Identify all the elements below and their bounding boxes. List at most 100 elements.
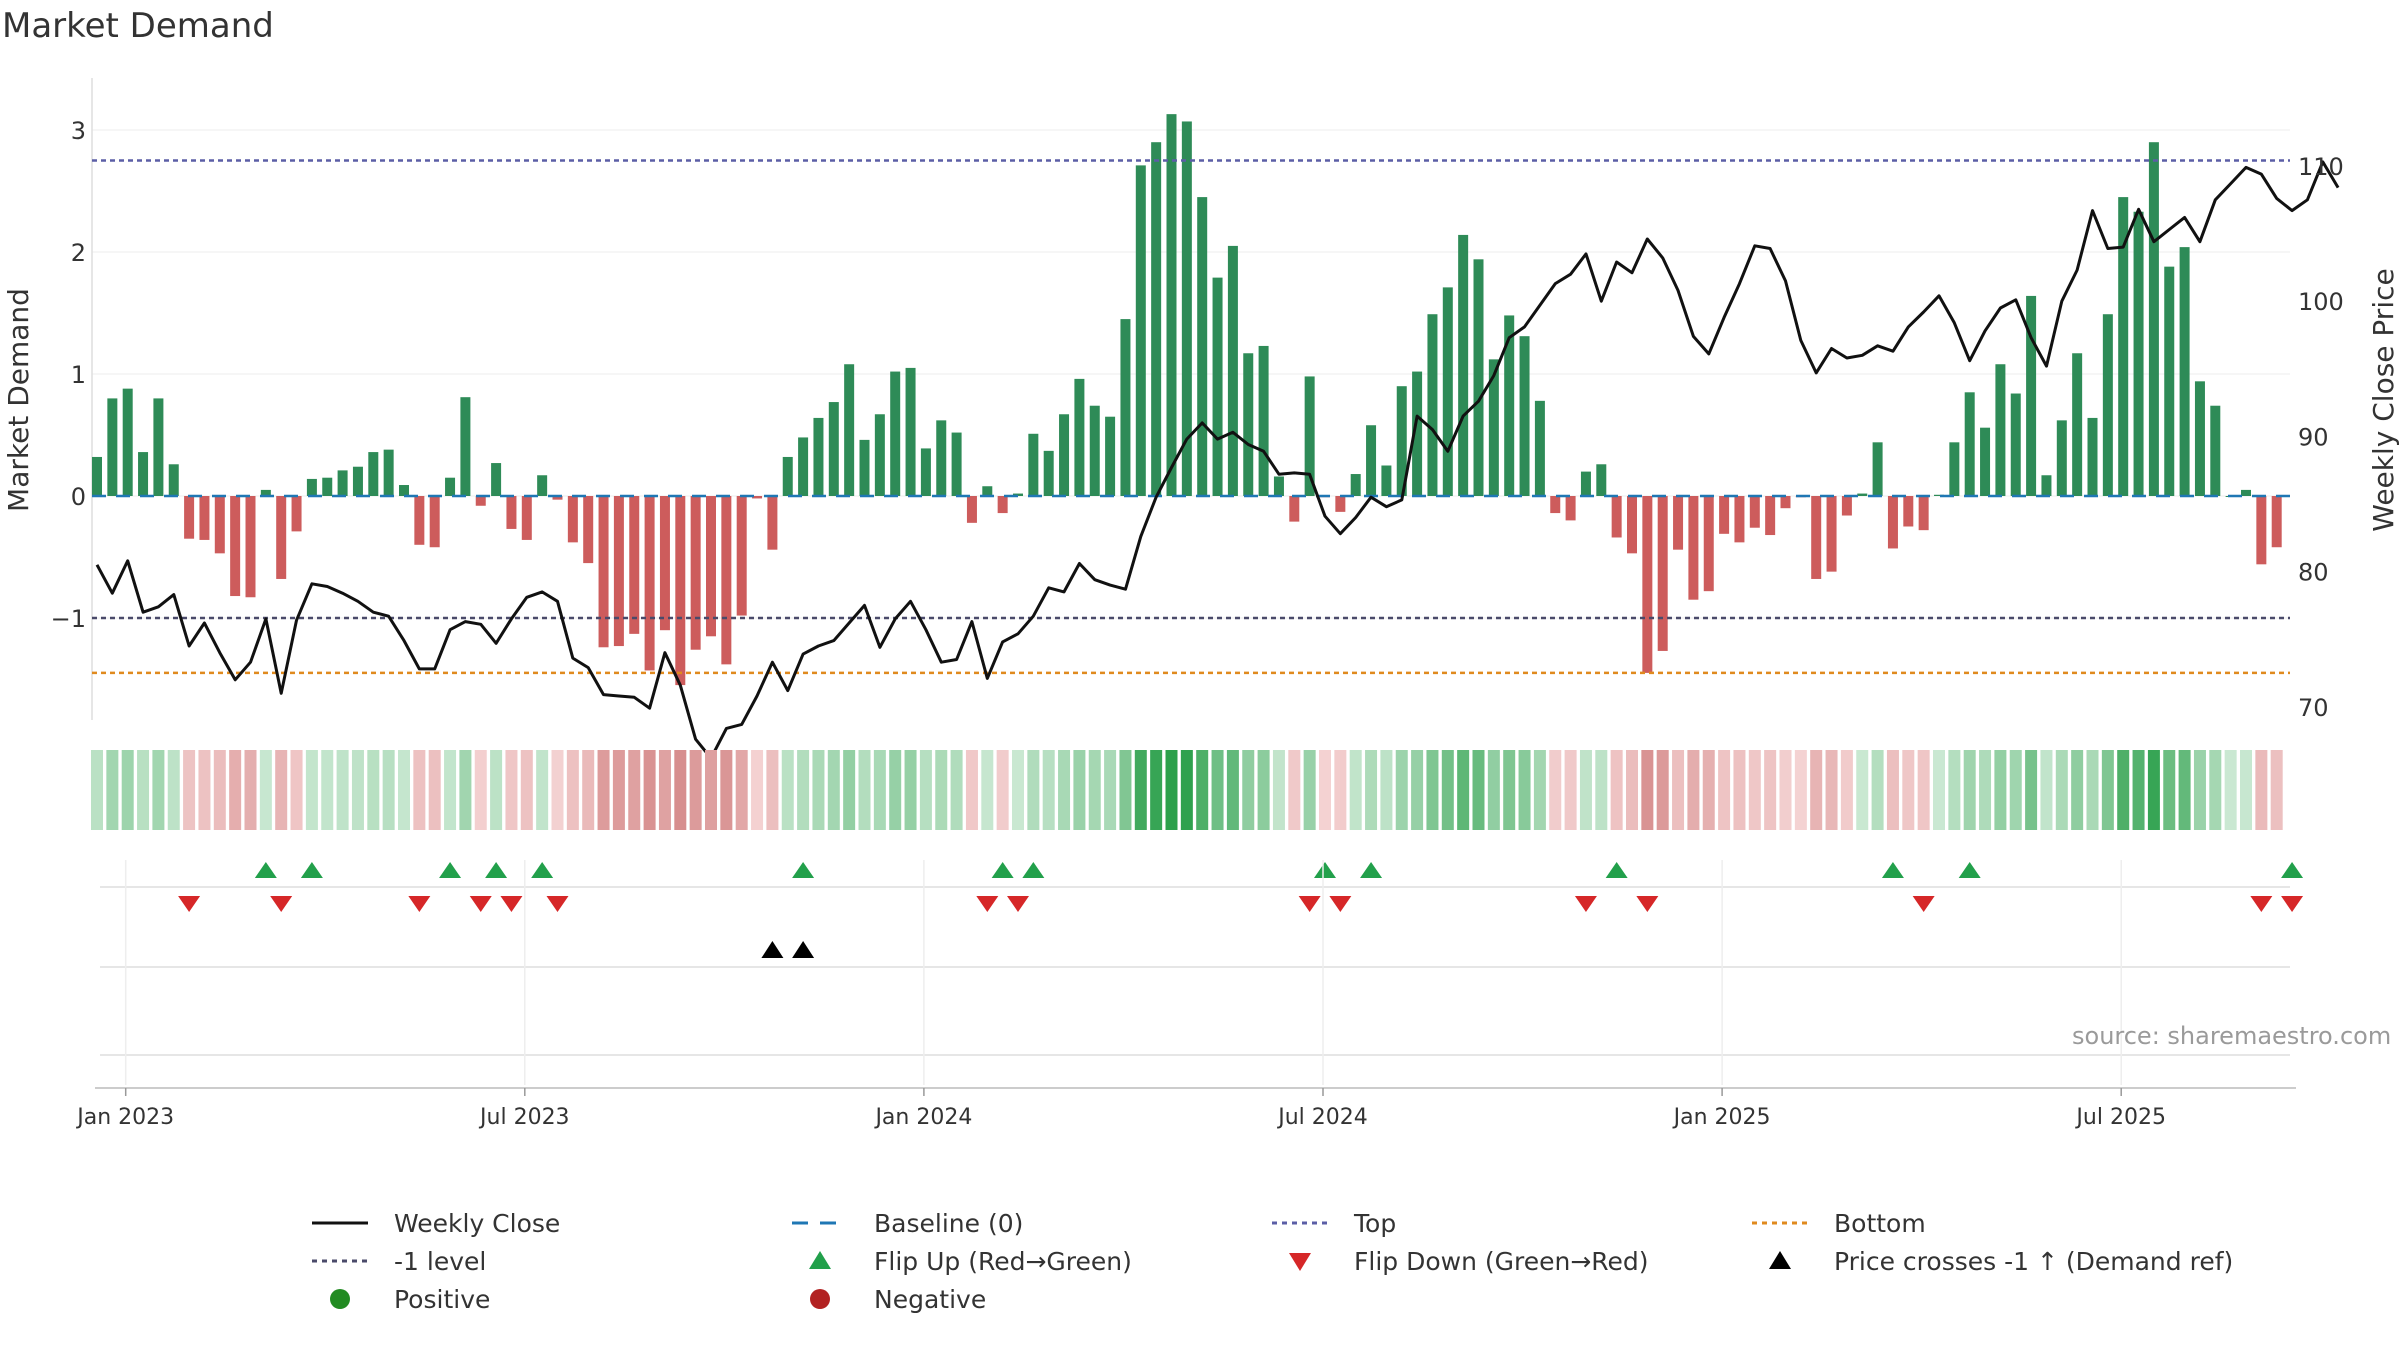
demand-bar [1734, 496, 1745, 543]
demand-bar [2026, 295, 2037, 496]
demand-bar [306, 478, 317, 496]
heat-strip-cell [628, 750, 641, 830]
heat-strip-cell [244, 750, 257, 830]
demand-bar [122, 388, 133, 496]
heat-strip-cell [1349, 750, 1362, 830]
heat-strip-cell [1365, 750, 1378, 830]
triangle-up-icon [1769, 1251, 1791, 1269]
demand-bar [445, 477, 456, 496]
heat-strip-cell [904, 750, 917, 830]
demand-bar [2194, 381, 2205, 496]
demand-bar [1565, 496, 1576, 521]
y2-tick-label: 90 [2298, 423, 2329, 451]
heat-strip-cell [2209, 750, 2222, 830]
demand-bar [798, 437, 809, 496]
heat-strip-cell [520, 750, 533, 830]
demand-bar [399, 485, 409, 496]
legend-baseline: Baseline (0) [790, 1205, 1023, 1241]
demand-bar [920, 448, 931, 496]
heat-strip-cell [1917, 750, 1930, 830]
flip-down-marker [546, 896, 569, 912]
demand-bar [1580, 471, 1591, 496]
heat-strip-cell [1779, 750, 1792, 830]
heat-strip-cell [1288, 750, 1301, 830]
demand-bar [828, 402, 839, 496]
weekly-close-line [95, 160, 2340, 760]
flip-down-marker [408, 896, 431, 912]
demand-bar [1887, 496, 1898, 549]
heat-strip-cell [229, 750, 242, 830]
demand-bar [690, 496, 701, 650]
heat-strip-cell [305, 750, 318, 830]
heat-strip-cell [1426, 750, 1439, 830]
demand-bar [322, 477, 333, 496]
legend-label: Price crosses -1 ↑ (Demand ref) [1834, 1246, 2234, 1276]
demand-bar [752, 496, 763, 499]
heat-strip-cell [137, 750, 150, 830]
flip-up-marker [1022, 862, 1045, 878]
y-tick-label: 0 [71, 483, 86, 511]
heat-strip-cell [965, 750, 978, 830]
demand-bar [1074, 378, 1085, 496]
flip-down-marker [1912, 896, 1935, 912]
demand-bar [2118, 197, 2129, 496]
heat-strip-cell [1180, 750, 1193, 830]
demand-bar [1120, 319, 1131, 496]
x-tick-label: Jul 2024 [1276, 1105, 1368, 1130]
demand-bar [1442, 287, 1453, 496]
heat-strip-cell [152, 750, 165, 830]
heat-strip-cell [1027, 750, 1040, 830]
heat-strip-cell [2009, 750, 2022, 830]
heat-strip-cell [566, 750, 579, 830]
heat-strip-cell [1733, 750, 1746, 830]
heat-strip-cell [1487, 750, 1500, 830]
heat-strip-cell [643, 750, 656, 830]
heat-strip-cell [1012, 750, 1024, 830]
heat-strip-cell [1503, 750, 1516, 830]
demand-bar [1197, 197, 1208, 496]
demand-bar [997, 496, 1008, 514]
heat-strip-cell [474, 750, 487, 830]
heat-strip-cell [1549, 750, 1562, 830]
demand-bar [2148, 142, 2159, 496]
demand-bar [629, 496, 640, 634]
demand-bar [1105, 416, 1116, 496]
demand-bar [1304, 376, 1315, 496]
heat-strip-cell [213, 750, 226, 830]
demand-bar [475, 496, 486, 506]
heat-strip-cell [658, 750, 671, 830]
demand-bar [1412, 371, 1423, 496]
heat-strip-cell [505, 750, 518, 830]
heat-strip-cell [2224, 750, 2237, 830]
heat-strip-cell [536, 750, 549, 830]
heat-strip-cell [1165, 750, 1178, 830]
demand-bar [613, 496, 624, 647]
legend-label: Positive [394, 1284, 491, 1314]
heat-strip-cell [1042, 750, 1055, 830]
heat-strip-cell [367, 750, 380, 830]
price-cross-marker [761, 941, 784, 958]
x-tick-label: Jan 2025 [1672, 1105, 1771, 1130]
demand-bar [1811, 496, 1822, 579]
demand-bar [1949, 442, 1960, 496]
demand-bar [982, 486, 993, 496]
flip-up-marker [1881, 862, 1904, 878]
flip-down-marker [2281, 896, 2304, 912]
demand-bar [1657, 496, 1668, 651]
demand-bar [905, 367, 916, 496]
heat-strip-cell [1564, 750, 1577, 830]
demand-bar [2210, 405, 2221, 496]
legend-flip-up: Flip Up (Red→Green) [790, 1243, 1132, 1279]
heat-strip-cell [1334, 750, 1347, 830]
legend-label: Weekly Close [394, 1208, 561, 1238]
demand-bar [245, 496, 256, 598]
demand-bar [1427, 314, 1438, 496]
heat-strip-cell [413, 750, 426, 830]
demand-bar [1366, 425, 1377, 496]
legend-positive: Positive [310, 1281, 490, 1317]
demand-bar [736, 496, 747, 616]
demand-bar [1258, 345, 1269, 496]
heat-strip-cell [919, 750, 932, 830]
demand-bar [552, 496, 563, 500]
heat-strip-cell [2071, 750, 2084, 830]
